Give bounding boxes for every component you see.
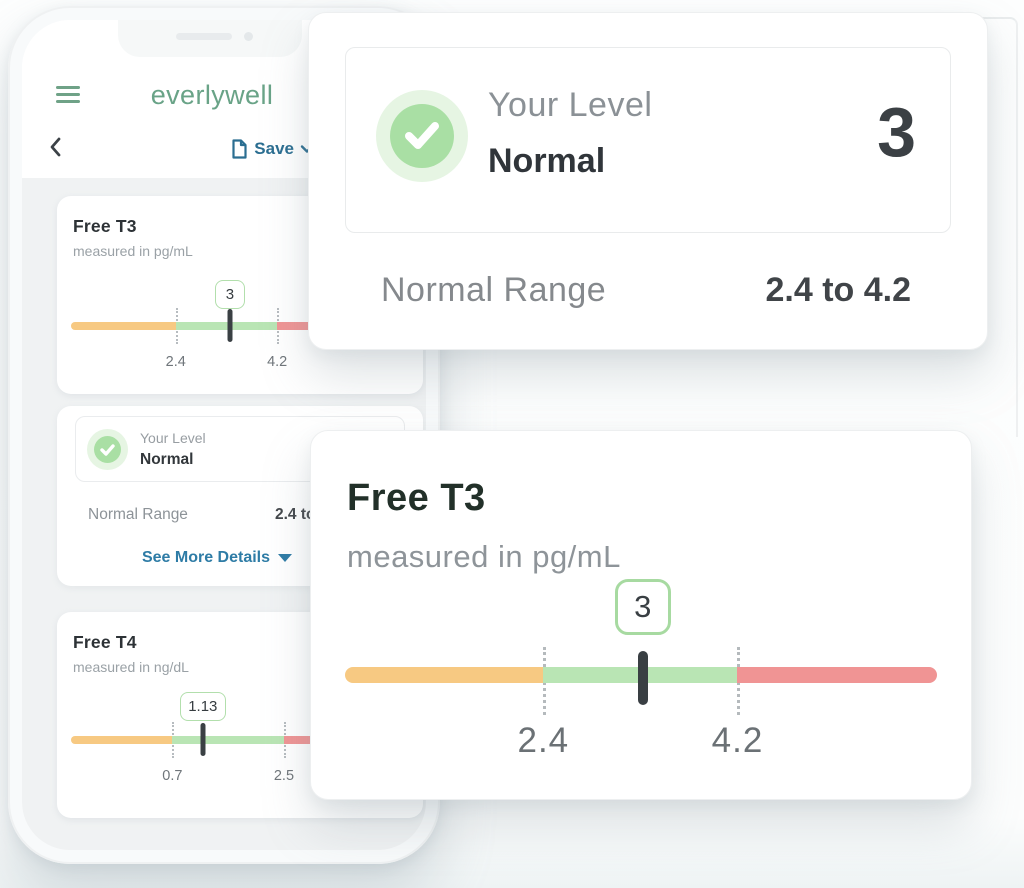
chevron-left-icon [50, 137, 61, 157]
level-inner-box: Your Level Normal 3 [345, 47, 951, 233]
phone-notch [118, 20, 302, 57]
t4-low-segment [71, 736, 173, 744]
t3-high-tick: 4.2 [711, 721, 764, 760]
biomarker-title: Free T3 [347, 477, 486, 519]
front-camera [244, 32, 253, 41]
normal-range-label: Normal Range [88, 506, 188, 523]
t3-large-gauge: 3 2.4 4.2 [345, 431, 937, 799]
t3-high-tick: 4.2 [267, 354, 288, 370]
free-t3-callout-card: Free T3 measured in pg/mL 3 2.4 4.2 [310, 430, 972, 800]
t4-low-tick: 0.7 [162, 768, 183, 784]
t3-marker [637, 651, 648, 705]
t4-value-chip: 1.13 [179, 692, 226, 721]
menu-icon[interactable] [56, 86, 80, 103]
t3-value-chip: 3 [614, 579, 671, 635]
t4-marker [200, 723, 206, 756]
see-more-details-link[interactable]: See More Details [57, 549, 377, 567]
save-button[interactable]: Save [231, 139, 314, 159]
brand-logo: everlywell [150, 80, 274, 110]
t4-normal-segment [172, 736, 284, 744]
t3-low-segment [345, 667, 544, 683]
see-more-details-label: See More Details [141, 549, 271, 566]
document-icon [232, 139, 247, 159]
speaker-grille [176, 33, 232, 40]
t3-low-tick: 2.4 [165, 354, 186, 370]
biomarker-unit: measured in pg/mL [73, 243, 193, 259]
your-level-label: Your Level [488, 86, 653, 124]
biomarker-unit: measured in pg/mL [347, 539, 621, 574]
t3-high-segment [737, 667, 937, 683]
biomarker-title: Free T3 [73, 216, 137, 236]
your-level-label: Your Level [140, 430, 206, 446]
t3-low-tick: 2.4 [517, 721, 570, 760]
t3-range-bar [345, 667, 937, 683]
t3-normal-segment [175, 322, 278, 330]
t4-high-tick: 2.5 [273, 768, 295, 784]
your-level-value: Normal [140, 451, 194, 468]
t3-marker [227, 309, 233, 342]
caret-down-icon [278, 554, 293, 562]
level-callout-card: Your Level Normal 3 Normal Range 2.4 to … [308, 12, 988, 350]
t3-low-segment [71, 322, 176, 330]
back-button[interactable] [48, 136, 74, 162]
normal-range-label: Normal Range [381, 271, 607, 309]
your-level-value: Normal [488, 142, 606, 180]
biomarker-title: Free T4 [73, 632, 137, 652]
biomarker-unit: measured in ng/dL [73, 659, 189, 675]
level-score: 3 [877, 93, 916, 171]
normal-range-value: 2.4 to 4.2 [765, 271, 911, 309]
save-label: Save [254, 139, 294, 158]
t3-value-chip: 3 [214, 280, 245, 309]
